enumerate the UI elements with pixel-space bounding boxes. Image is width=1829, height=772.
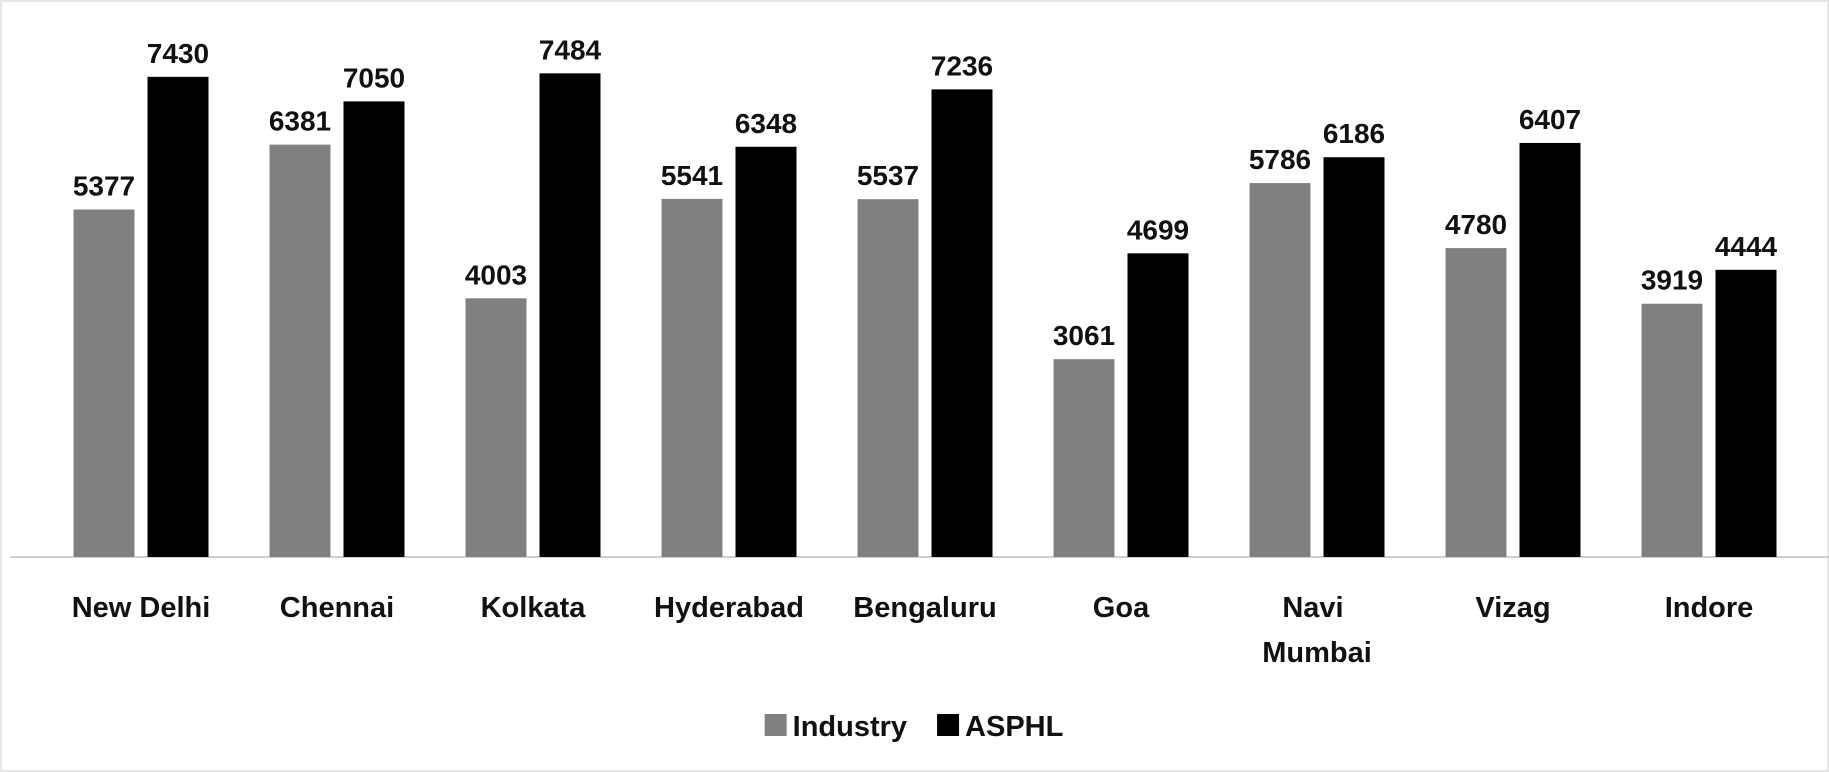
data-label: 3061 <box>1053 320 1115 351</box>
data-label: 4699 <box>1127 214 1189 245</box>
data-label: 5786 <box>1249 144 1311 175</box>
data-label: 7484 <box>539 34 602 65</box>
bar <box>1053 359 1115 557</box>
data-label: 6186 <box>1323 118 1385 149</box>
data-label: 6407 <box>1519 104 1581 135</box>
data-label: 5377 <box>73 171 135 202</box>
bar <box>1641 303 1703 557</box>
bar <box>343 101 405 558</box>
data-label: 5541 <box>661 160 723 191</box>
data-label: 5537 <box>857 160 919 191</box>
bar <box>539 73 601 557</box>
data-label: 6381 <box>269 106 331 137</box>
legend-label: ASPHL <box>965 711 1063 743</box>
bar <box>147 76 209 558</box>
x-tick-label: Kolkata <box>481 592 587 624</box>
bar <box>1715 269 1777 557</box>
x-tick-label: Chennai <box>280 592 394 624</box>
bar <box>465 298 527 557</box>
x-tick-label: Vizag <box>1475 592 1550 624</box>
data-label: 4003 <box>465 259 527 290</box>
bar <box>1249 183 1311 557</box>
x-tick-label: Goa <box>1093 592 1150 624</box>
bar <box>1445 248 1507 557</box>
bar <box>1323 157 1385 558</box>
legend-swatch <box>764 714 787 736</box>
data-label: 4780 <box>1445 209 1507 240</box>
legend-swatch <box>937 714 960 736</box>
x-tick-label: Indore <box>1665 592 1754 624</box>
x-tick-label: Navi Mumbai <box>1262 592 1372 669</box>
bar <box>269 144 331 557</box>
x-tick-label: Bengaluru <box>853 592 996 624</box>
data-label: 3919 <box>1641 265 1703 296</box>
bar <box>1519 142 1581 557</box>
data-label: 6348 <box>735 108 797 139</box>
data-label: 7430 <box>147 38 209 69</box>
x-tick-label: Hyderabad <box>654 592 804 624</box>
bar <box>1127 253 1189 557</box>
bar <box>73 209 135 558</box>
bar <box>857 199 919 557</box>
bar <box>661 198 723 557</box>
bar <box>735 146 797 557</box>
data-label: 7050 <box>343 62 405 93</box>
x-tick-label: New Delhi <box>72 592 211 624</box>
legend-label: Industry <box>793 711 907 743</box>
data-label: 4444 <box>1715 231 1778 262</box>
bar <box>931 89 993 557</box>
data-label: 7236 <box>931 50 993 81</box>
